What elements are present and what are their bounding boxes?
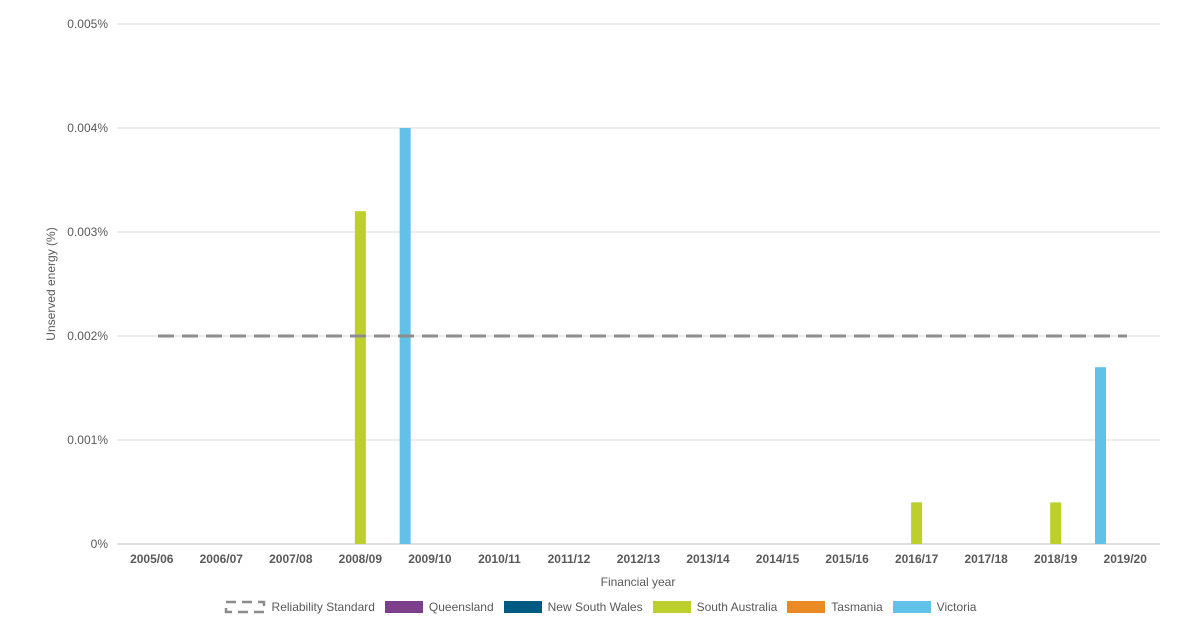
- x-tick-label: 2014/15: [756, 552, 800, 566]
- bar-south-australia: [911, 502, 923, 544]
- legend-swatch: [503, 601, 542, 613]
- gridlines: [117, 23, 1160, 545]
- legend-swatch: [892, 601, 931, 613]
- x-tick-label: 2012/13: [617, 552, 661, 566]
- legend-swatch-dashed: [224, 600, 265, 614]
- legend-item: Queensland: [384, 600, 494, 614]
- x-tick-label: 2005/06: [130, 552, 174, 566]
- x-tick-label: 2008/09: [339, 552, 383, 566]
- legend-label: Reliability Standard: [271, 600, 375, 614]
- y-tick-label: 0.004%: [67, 121, 108, 135]
- x-axis-label: Financial year: [601, 575, 676, 589]
- legend-swatch: [787, 601, 826, 613]
- y-tick-label: 0.005%: [67, 17, 108, 31]
- y-tick-label: 0.001%: [67, 433, 108, 447]
- x-tick-label: 2015/16: [825, 552, 869, 566]
- y-tick-label: 0.002%: [67, 329, 108, 343]
- x-axis-ticks: 2005/06 2006/07 2007/08 2008/09 2009/10 2010/…: [130, 552, 1147, 566]
- legend-label: Queensland: [428, 600, 494, 614]
- bar-south-australia: [1050, 502, 1062, 544]
- bar-victoria: [1095, 367, 1106, 544]
- legend-item: Victoria: [892, 600, 977, 614]
- legend-item: Reliability Standard: [224, 600, 375, 614]
- x-tick-label: 2011/12: [548, 552, 591, 566]
- y-tick-label: 0%: [91, 537, 109, 551]
- legend: Reliability Standard Queensland New South …: [0, 600, 1200, 614]
- legend-item: South Australia: [652, 600, 778, 614]
- y-tick-label: 0.003%: [67, 225, 108, 239]
- legend-swatch: [384, 601, 423, 613]
- legend-item: New South Wales: [503, 600, 643, 614]
- legend-label: Tasmania: [831, 600, 883, 614]
- chart: 0% 0.001% 0.002% 0.003% 0.004% 0.005% 2005/06…: [44, 17, 1160, 589]
- y-axis-ticks: 0% 0.001% 0.002% 0.003% 0.004% 0.005%: [67, 17, 108, 551]
- x-tick-label: 2007/08: [269, 552, 313, 566]
- x-tick-label: 2010/11: [478, 552, 521, 566]
- legend-label: Victoria: [936, 600, 977, 614]
- x-tick-label: 2019/20: [1104, 552, 1148, 566]
- y-axis-label: Unserved energy (%): [44, 227, 58, 340]
- legend-label: South Australia: [696, 600, 778, 614]
- legend-swatch: [652, 601, 691, 613]
- legend-item: Tasmania: [787, 600, 883, 614]
- x-tick-label: 2013/14: [686, 552, 730, 566]
- bar-south-australia: [354, 211, 366, 544]
- x-tick-label: 2009/10: [408, 552, 452, 566]
- legend-label: New South Wales: [547, 600, 643, 614]
- x-tick-label: 2017/18: [964, 552, 1008, 566]
- x-tick-label: 2016/17: [895, 552, 939, 566]
- x-tick-label: 2018/19: [1034, 552, 1078, 566]
- x-tick-label: 2006/07: [200, 552, 244, 566]
